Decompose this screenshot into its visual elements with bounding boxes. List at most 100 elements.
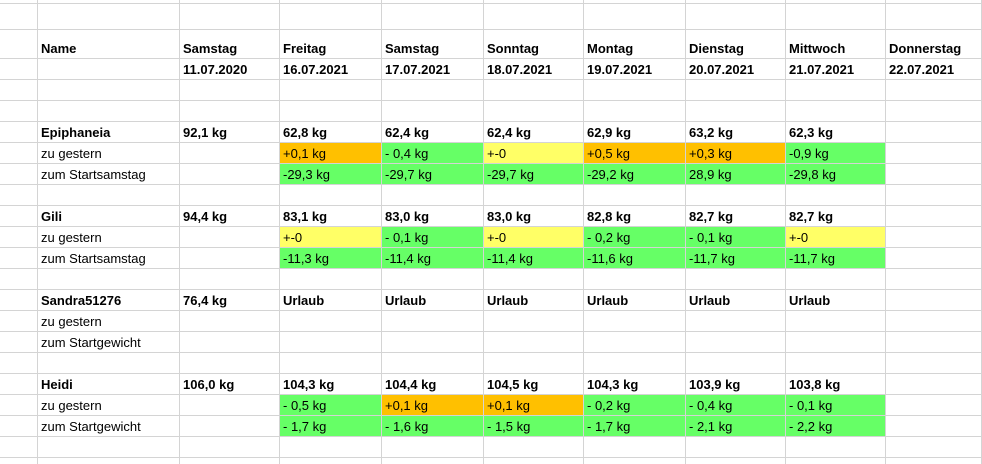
cell xyxy=(0,30,38,59)
cell xyxy=(484,332,584,353)
difference: +0,5 kg xyxy=(584,143,686,164)
difference: -11,4 kg xyxy=(484,248,584,269)
weight: Urlaub xyxy=(786,290,886,311)
cell xyxy=(0,395,38,416)
column-header: Freitag xyxy=(280,30,382,59)
cell xyxy=(886,458,982,464)
difference: - 2,2 kg xyxy=(786,416,886,437)
cell xyxy=(0,353,38,374)
cell xyxy=(786,269,886,290)
cell xyxy=(280,437,382,458)
difference: - 0,5 kg xyxy=(280,395,382,416)
cell xyxy=(280,353,382,374)
cell xyxy=(686,0,786,4)
cell xyxy=(382,185,484,206)
cell xyxy=(180,269,280,290)
cell xyxy=(0,206,38,227)
cell xyxy=(786,311,886,332)
person-name: Epiphaneia xyxy=(38,122,180,143)
cell xyxy=(484,269,584,290)
cell xyxy=(180,395,280,416)
cell xyxy=(280,101,382,122)
column-date: 17.07.2021 xyxy=(382,59,484,80)
cell xyxy=(886,227,982,248)
cell xyxy=(38,185,180,206)
cell xyxy=(786,0,886,4)
difference: - 0,1 kg xyxy=(686,227,786,248)
cell xyxy=(686,332,786,353)
cell xyxy=(382,311,484,332)
cell xyxy=(382,437,484,458)
weight: Urlaub xyxy=(382,290,484,311)
cell xyxy=(180,458,280,464)
weight: 62,8 kg xyxy=(280,122,382,143)
cell xyxy=(786,80,886,101)
difference: - 1,7 kg xyxy=(280,416,382,437)
column-date: 11.07.2020 xyxy=(180,59,280,80)
row-label: zum Startsamstag xyxy=(38,164,180,185)
cell xyxy=(0,185,38,206)
cell xyxy=(886,290,982,311)
cell xyxy=(280,0,382,4)
column-date: 19.07.2021 xyxy=(584,59,686,80)
cell xyxy=(180,332,280,353)
cell xyxy=(886,437,982,458)
weight: 82,7 kg xyxy=(786,206,886,227)
cell xyxy=(280,269,382,290)
difference: -11,3 kg xyxy=(280,248,382,269)
cell xyxy=(886,101,982,122)
weight: 62,4 kg xyxy=(382,122,484,143)
column-date: 20.07.2021 xyxy=(686,59,786,80)
weight: 62,9 kg xyxy=(584,122,686,143)
cell xyxy=(484,458,584,464)
difference: -29,3 kg xyxy=(280,164,382,185)
cell xyxy=(0,80,38,101)
cell xyxy=(584,437,686,458)
cell xyxy=(686,458,786,464)
cell xyxy=(584,0,686,4)
cell xyxy=(38,437,180,458)
difference: -11,6 kg xyxy=(584,248,686,269)
row-label: zu gestern xyxy=(38,395,180,416)
cell xyxy=(584,311,686,332)
cell xyxy=(180,4,280,30)
difference: +-0 xyxy=(484,143,584,164)
cell xyxy=(484,311,584,332)
cell xyxy=(0,458,38,464)
cell xyxy=(484,437,584,458)
cell xyxy=(886,269,982,290)
start-weight: 76,4 kg xyxy=(180,290,280,311)
cell xyxy=(886,332,982,353)
cell xyxy=(38,269,180,290)
cell xyxy=(886,248,982,269)
start-weight: 94,4 kg xyxy=(180,206,280,227)
cell xyxy=(38,4,180,30)
cell xyxy=(786,437,886,458)
person-name: Sandra51276 xyxy=(38,290,180,311)
column-date: 21.07.2021 xyxy=(786,59,886,80)
weight: Urlaub xyxy=(280,290,382,311)
cell xyxy=(180,248,280,269)
weight: 83,0 kg xyxy=(382,206,484,227)
difference: - 0,4 kg xyxy=(686,395,786,416)
cell xyxy=(886,206,982,227)
difference: +-0 xyxy=(484,227,584,248)
start-weight: 106,0 kg xyxy=(180,374,280,395)
row-label: zum Startsamstag xyxy=(38,248,180,269)
cell xyxy=(180,311,280,332)
difference: - 0,1 kg xyxy=(786,395,886,416)
difference: +-0 xyxy=(280,227,382,248)
difference: - 0,1 kg xyxy=(382,227,484,248)
cell xyxy=(0,101,38,122)
cell xyxy=(280,332,382,353)
difference: - 1,6 kg xyxy=(382,416,484,437)
weight: 104,4 kg xyxy=(382,374,484,395)
difference: +-0 xyxy=(786,227,886,248)
cell xyxy=(0,248,38,269)
cell xyxy=(886,185,982,206)
cell xyxy=(686,311,786,332)
weight: 62,4 kg xyxy=(484,122,584,143)
cell xyxy=(0,416,38,437)
row-label: zum Startgewicht xyxy=(38,416,180,437)
difference: - 0,2 kg xyxy=(584,227,686,248)
